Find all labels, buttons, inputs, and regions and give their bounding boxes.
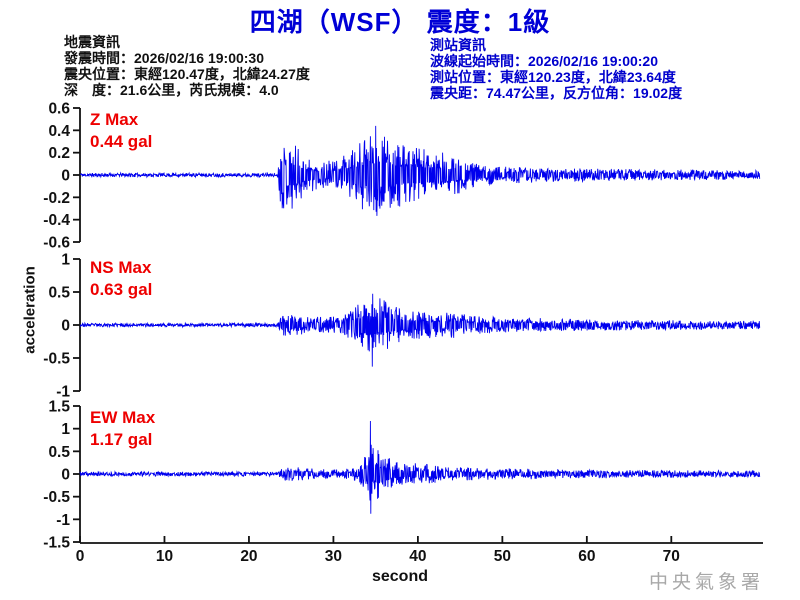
y-tick-label-Z: 0.6 bbox=[48, 101, 70, 118]
y-tick-label-Z: 0 bbox=[61, 168, 70, 185]
ew-max-title: EW Max bbox=[90, 408, 156, 427]
station-distance-azimuth: 震央距：74.47公里，反方位角：19.02度 bbox=[430, 85, 683, 101]
earthquake-info-header: 地震資訊 bbox=[64, 34, 120, 50]
station-info-header: 測站資訊 bbox=[430, 37, 486, 53]
page-title: 四湖（WSF） 震度：1級 bbox=[249, 7, 551, 37]
z-max-value: 0.44 gal bbox=[90, 132, 153, 151]
y-tick-label-EW: 1.5 bbox=[48, 399, 70, 416]
station-info-block: 測站資訊 波線起始時間：2026/02/16 19:00:20 測站位置：東經1… bbox=[430, 37, 682, 101]
x-tick-label: 10 bbox=[156, 548, 173, 565]
y-axis-label: acceleration bbox=[21, 266, 39, 354]
x-tick-label: 40 bbox=[409, 548, 426, 565]
y-tick-label-EW: 0.5 bbox=[48, 444, 70, 461]
waveform-trace-Z bbox=[80, 125, 761, 216]
y-tick-label-EW: 1 bbox=[61, 421, 70, 438]
y-tick-label-NS: 0.5 bbox=[48, 285, 70, 302]
y-tick-label-Z: -0.4 bbox=[43, 212, 70, 229]
y-tick-label-Z: -0.6 bbox=[43, 235, 70, 252]
ew-max-label: EW Max 1.17 gal bbox=[90, 407, 155, 451]
earthquake-info-block: 地震資訊 發震時間：2026/02/16 19:00:30 震央位置：東經120… bbox=[64, 34, 310, 98]
agency-watermark: 中央氣象署 bbox=[648, 571, 764, 593]
ns-max-value: 0.63 gal bbox=[90, 280, 153, 299]
x-tick-label: 20 bbox=[240, 548, 257, 565]
earthquake-epicenter: 震央位置：東經120.47度，北緯24.27度 bbox=[64, 66, 310, 82]
x-tick-label: 50 bbox=[494, 548, 511, 565]
x-axis-label: second bbox=[371, 568, 428, 585]
waveform-trace-EW bbox=[79, 420, 761, 514]
waveform-trace-NS bbox=[79, 293, 761, 367]
y-tick-label-NS: 0 bbox=[61, 318, 70, 335]
x-tick-label: 30 bbox=[325, 548, 342, 565]
y-tick-label-NS: -0.5 bbox=[43, 351, 70, 368]
y-tick-label-Z: 0.2 bbox=[48, 145, 70, 162]
x-tick-label: 70 bbox=[663, 548, 680, 565]
earthquake-depth-magnitude: 深 度：21.6公里，芮氏規模：4.0 bbox=[64, 82, 279, 98]
station-location: 測站位置：東經120.23度，北緯23.64度 bbox=[430, 69, 676, 85]
z-max-label: Z Max 0.44 gal bbox=[90, 109, 152, 153]
ew-max-value: 1.17 gal bbox=[90, 430, 153, 449]
x-tick-label: 0 bbox=[76, 548, 85, 565]
y-tick-label-EW: 0 bbox=[61, 467, 70, 484]
y-tick-label-NS: -1 bbox=[56, 384, 70, 401]
ns-max-title: NS Max bbox=[90, 258, 152, 277]
earthquake-origin-time: 發震時間：2026/02/16 19:00:30 bbox=[64, 50, 264, 66]
station-wave-start-time: 波線起始時間：2026/02/16 19:00:20 bbox=[430, 53, 658, 69]
ns-max-label: NS Max 0.63 gal bbox=[90, 257, 152, 301]
y-tick-label-Z: -0.2 bbox=[43, 190, 70, 207]
z-max-title: Z Max bbox=[90, 110, 139, 129]
y-tick-label-NS: 1 bbox=[61, 252, 70, 269]
y-tick-label-EW: -1 bbox=[56, 512, 70, 529]
x-tick-label: 60 bbox=[578, 548, 595, 565]
y-tick-label-Z: 0.4 bbox=[48, 123, 70, 140]
y-tick-label-EW: -0.5 bbox=[43, 489, 70, 506]
y-tick-label-EW: -1.5 bbox=[43, 535, 70, 552]
